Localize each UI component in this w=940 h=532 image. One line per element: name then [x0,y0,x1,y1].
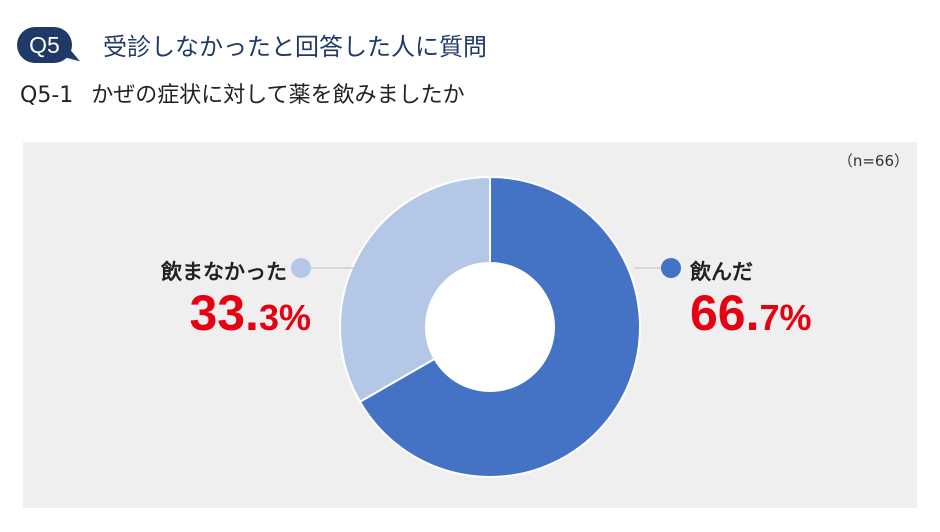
percent-drank: 66.7% [690,284,812,342]
sample-size: （n=66） [837,152,909,170]
percent-drank-int: 66. [690,285,760,341]
percent-drank-unit: % [779,297,812,338]
question-text: かぜの症状に対して薬を飲みましたか [91,83,465,108]
question-number: Q5-1 [20,83,74,108]
donut-chart [291,175,681,478]
badge-tail [57,43,85,67]
question-line: Q5-1 かぜの症状に対して薬を飲みましたか [20,78,465,114]
percent-did-not-drink-int: 33. [189,285,259,341]
percent-did-not-drink-dec: 3 [258,297,279,338]
percent-did-not-drink: 33.3% [189,284,311,342]
legend-marker-1 [291,258,311,278]
percent-drank-dec: 7 [759,297,780,338]
page-title: 受診しなかったと回答した人に質問 [103,33,487,61]
legend-marker-0 [661,258,681,278]
label-did-not-drink: 飲まなかった [161,260,287,284]
percent-did-not-drink-unit: % [278,297,311,338]
label-drank: 飲んだ [690,260,753,284]
donut-hole [426,263,554,391]
chart-panel: （n=66） 飲んだ 66.7% 飲まなかった 33.3% [23,142,917,508]
question-badge: Q5 [17,27,72,63]
